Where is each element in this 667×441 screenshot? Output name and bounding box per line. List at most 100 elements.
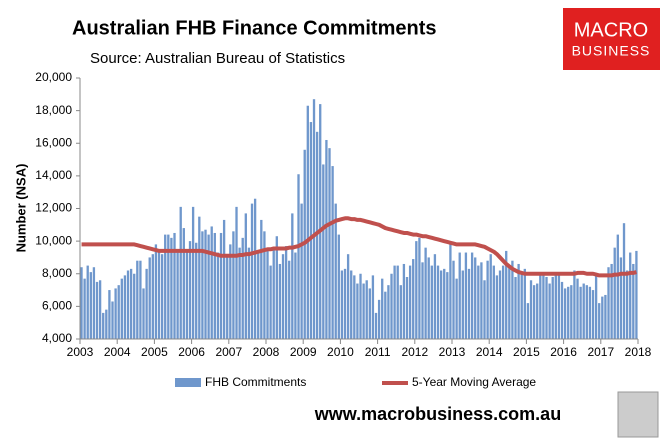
bar [353,275,356,339]
bar [573,270,576,339]
bar [198,216,201,339]
bar [415,241,418,339]
bar [430,265,433,339]
bar [151,254,154,339]
bar [610,263,613,339]
logo-box [563,8,660,70]
x-tick-label: 2006 [178,345,205,359]
bar [526,303,530,339]
bar [222,219,226,339]
chart-subtitle: Source: Australian Bureau of Statistics [90,50,345,67]
bar [598,303,601,339]
bar [117,285,120,339]
x-tick-label: 2012 [401,345,428,359]
y-tick-label: 6,000 [42,299,72,313]
bar [591,290,595,339]
bar [120,278,123,339]
bar [142,288,145,339]
x-tick-label: 2008 [253,345,280,359]
bar [396,265,399,339]
bar [232,231,235,339]
bar [563,288,567,339]
bar [319,104,322,339]
logo-text: BUSINESS [572,43,651,59]
legend-label: FHB Commitments [205,375,306,389]
bar [229,244,232,339]
bar [545,277,548,339]
bar [266,247,269,339]
bar [272,247,275,339]
bar [594,273,598,339]
bar [207,234,210,339]
bar [560,281,564,339]
bar [359,273,362,339]
bar [505,250,508,339]
bar [452,260,455,339]
bar [501,265,505,339]
bar [439,270,443,339]
bar [235,206,238,339]
bar [145,268,148,339]
bar [464,252,468,339]
y-tick-label: 4,000 [42,331,72,345]
bar [114,288,117,339]
bar [98,280,102,339]
bar [362,283,365,339]
bar [508,267,511,339]
bar [449,244,452,339]
bar [92,267,96,339]
bar [489,254,492,339]
bar [635,250,638,339]
bar [126,270,130,339]
bar [278,263,282,339]
bar [300,203,303,339]
bar [191,206,195,339]
bar [269,265,272,339]
bar [368,288,371,339]
bar [421,262,424,339]
bar [356,283,359,339]
bar [427,257,430,339]
y-tick-label: 20,000 [35,70,72,84]
bar [616,234,619,339]
bar [582,283,585,339]
wolf-icon [617,391,659,438]
bar [281,254,285,339]
bar [136,260,139,339]
line [81,216,637,278]
x-tick-label: 2010 [327,345,354,359]
bar [601,296,604,339]
bar [371,275,375,339]
bar [173,232,176,339]
bar [477,265,480,339]
y-tick-label: 8,000 [42,266,72,280]
bar [554,275,557,339]
bar [241,237,244,339]
bar [523,268,526,339]
bar [213,232,216,339]
bar [257,252,260,339]
bar [167,234,170,339]
bar [331,166,334,339]
bar [260,219,263,339]
bar [619,257,623,339]
bar [343,268,347,339]
bar [381,278,384,339]
bar [486,260,489,339]
footer: www.macrobusiness.com.au [314,404,561,424]
bar [346,254,350,339]
bar [613,247,616,339]
bar [148,257,151,339]
bar [108,290,111,339]
bar [387,285,390,339]
bar [424,247,427,339]
y-axis-label: Number (NSA) [13,164,28,253]
bar [532,285,536,339]
bar [517,263,520,339]
bar [377,299,381,339]
bar [436,265,440,339]
x-tick-label: 2017 [587,345,614,359]
bar [585,285,588,339]
bar [514,277,517,339]
